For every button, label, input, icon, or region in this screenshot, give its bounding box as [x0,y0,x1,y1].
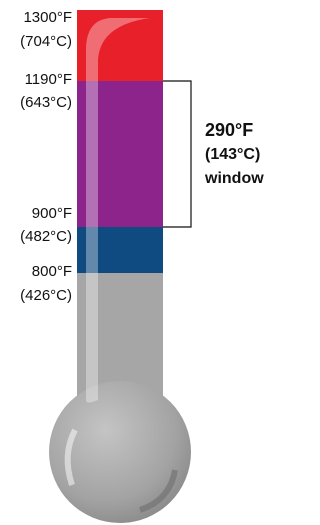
thermometer-diagram: 1300°F (704°C) 1190°F (643°C) 900°F (482… [0,0,289,525]
page: {"labels": [ {"fahrenheit": "1300°F", "c… [0,0,289,525]
window-bracket [163,81,191,227]
window-text: (143°C) [205,146,260,163]
celsius-label: (482°C) [20,228,72,245]
window-text: window [204,170,264,187]
celsius-label: (704°C) [20,33,72,50]
fahrenheit-label: 900°F [32,205,72,222]
fahrenheit-label: 1300°F [23,9,72,26]
fahrenheit-label: 800°F [32,263,72,280]
window-text: 290°F [205,120,253,140]
celsius-label: (426°C) [20,287,72,304]
celsius-label: (643°C) [20,94,72,111]
fahrenheit-label: 1190°F [25,71,72,88]
